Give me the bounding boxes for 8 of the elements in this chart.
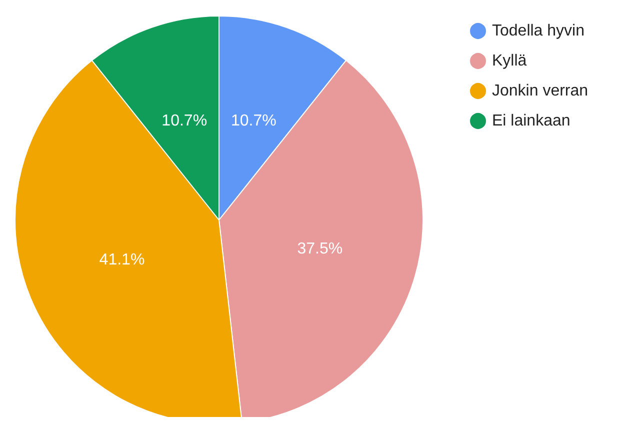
data-label: 41.1% [99, 252, 145, 269]
legend-label: Todella hyvin [492, 22, 584, 40]
data-label: 37.5% [297, 240, 343, 258]
legend-label: Jonkin verran [492, 82, 588, 100]
data-label: 10.7% [230, 112, 276, 130]
legend-label: Kyllä [492, 52, 527, 70]
data-label: 10.7% [162, 112, 208, 130]
legend-label: Ei lainkaan [492, 112, 570, 130]
